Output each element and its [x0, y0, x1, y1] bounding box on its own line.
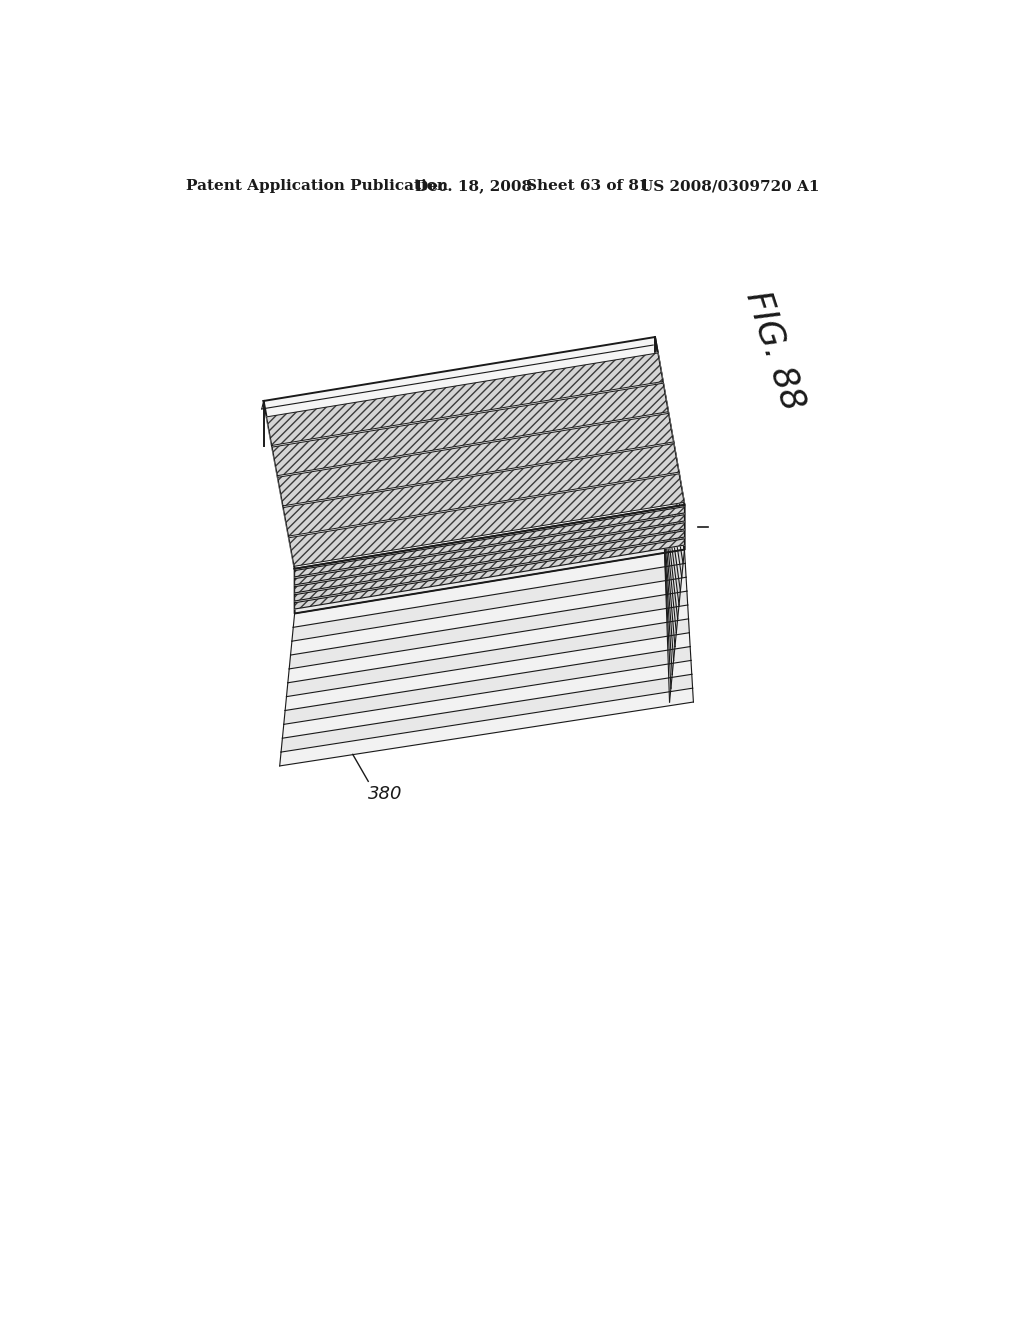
- Text: Sheet 63 of 81: Sheet 63 of 81: [525, 180, 649, 193]
- Polygon shape: [289, 591, 688, 669]
- Polygon shape: [272, 383, 668, 475]
- Polygon shape: [263, 337, 684, 569]
- Polygon shape: [663, 507, 672, 688]
- Polygon shape: [295, 531, 684, 601]
- Polygon shape: [664, 520, 671, 702]
- Polygon shape: [295, 515, 684, 585]
- Polygon shape: [291, 577, 687, 655]
- Polygon shape: [655, 381, 684, 564]
- Text: 431: 431: [575, 422, 609, 441]
- Polygon shape: [655, 396, 683, 577]
- Polygon shape: [278, 413, 674, 506]
- Polygon shape: [280, 688, 693, 766]
- Polygon shape: [659, 465, 676, 647]
- Polygon shape: [283, 660, 692, 738]
- Polygon shape: [659, 451, 678, 632]
- Text: US 2008/0309720 A1: US 2008/0309720 A1: [640, 180, 819, 193]
- Polygon shape: [287, 619, 689, 697]
- Polygon shape: [660, 479, 675, 660]
- Polygon shape: [295, 507, 684, 577]
- Polygon shape: [295, 523, 684, 593]
- Polygon shape: [662, 492, 674, 675]
- Polygon shape: [657, 424, 680, 605]
- Polygon shape: [655, 337, 684, 549]
- Polygon shape: [288, 605, 688, 682]
- Polygon shape: [295, 539, 684, 609]
- Text: Patent Application Publication: Patent Application Publication: [186, 180, 449, 193]
- Polygon shape: [284, 444, 679, 536]
- Text: 380: 380: [369, 785, 402, 803]
- Polygon shape: [295, 506, 684, 614]
- Polygon shape: [281, 675, 692, 752]
- Text: FIG. 88: FIG. 88: [740, 286, 810, 414]
- Polygon shape: [289, 474, 684, 566]
- Text: Dec. 18, 2008: Dec. 18, 2008: [415, 180, 531, 193]
- Polygon shape: [292, 564, 686, 642]
- Polygon shape: [266, 352, 663, 445]
- Polygon shape: [293, 549, 685, 627]
- Polygon shape: [284, 647, 691, 725]
- Polygon shape: [656, 409, 682, 591]
- Polygon shape: [285, 632, 690, 710]
- Polygon shape: [658, 437, 679, 619]
